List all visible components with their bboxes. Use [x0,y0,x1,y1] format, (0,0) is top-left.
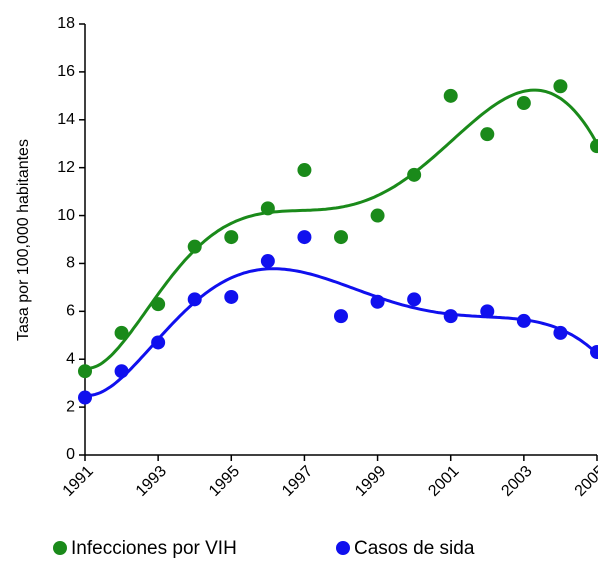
x-tick-label: 1997 [279,463,316,500]
y-tick-label: 16 [57,63,75,80]
point [260,254,275,269]
point [78,364,92,379]
point [151,297,166,312]
point [553,325,568,340]
point [516,313,531,328]
y-tick-label: 2 [66,398,75,415]
point [224,230,239,245]
legend-label: Infecciones por VIH [71,538,237,559]
y-tick-label: 4 [66,350,75,367]
y-tick-label: 14 [57,111,75,128]
x-tick-label: 1995 [206,463,243,500]
point [480,304,495,319]
trend-line [84,88,598,370]
point [151,335,166,350]
legend-marker [336,541,350,555]
point [114,325,129,340]
point [407,167,422,182]
point [334,230,348,245]
point [187,292,202,307]
legend-label: Casos de sida [354,538,475,559]
point [370,294,385,309]
point [260,201,275,216]
x-tick-label: 2005 [572,463,598,500]
point [114,364,129,379]
y-axis-label: Tasa por 100,000 habitantes [15,139,32,341]
y-tick-label: 12 [57,159,75,176]
point [553,79,568,94]
point [590,139,598,154]
point [590,345,598,360]
y-tick-label: 10 [57,207,75,224]
y-tick-label: 18 [57,15,75,32]
point [407,292,422,307]
point [297,163,312,178]
point [516,96,531,111]
x-tick-label: 1993 [133,463,170,500]
point [187,239,202,254]
y-tick-label: 6 [66,303,75,320]
x-tick-label: 1999 [352,463,389,500]
legend-marker [53,541,67,555]
point [334,309,348,324]
x-tick-label: 1991 [60,463,97,500]
point [443,309,458,324]
x-tick-label: 2001 [425,463,462,500]
point [297,230,312,245]
point [480,127,495,142]
y-tick-label: 8 [66,255,75,272]
point [370,208,385,223]
point [443,88,458,103]
x-tick-label: 2003 [498,463,535,500]
y-tick-label: 0 [66,446,75,463]
trend-line [84,267,598,397]
point [224,289,239,304]
point [78,390,92,405]
